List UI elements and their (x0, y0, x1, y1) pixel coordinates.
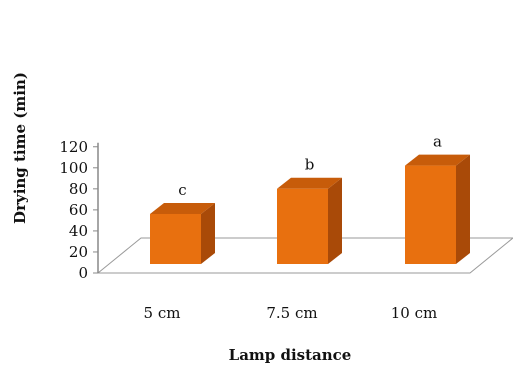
bar-letter-label: a (433, 133, 442, 151)
bar-letter-label: b (305, 156, 315, 174)
bar-top (150, 202, 215, 214)
y-tick-label: 40 (69, 222, 88, 240)
x-tick-label: 10 cm (391, 304, 437, 322)
y-tick-label: 80 (69, 180, 88, 198)
bar (277, 177, 342, 264)
bars (150, 154, 470, 264)
bar-labels: c b a (178, 133, 442, 199)
bar-side (201, 202, 215, 264)
bar-front (405, 165, 456, 264)
bar-side (456, 154, 470, 264)
y-tick-label: 60 (69, 201, 88, 219)
x-tick-labels: 5 cm 7.5 cm 10 cm (144, 304, 438, 322)
y-tick-label: 0 (78, 264, 88, 282)
bar (405, 154, 470, 264)
x-axis-title: Lamp distance (229, 346, 352, 364)
x-tick-label: 7.5 cm (266, 304, 317, 322)
bar-letter-label: c (178, 181, 186, 199)
bar-top (277, 177, 342, 189)
bar (150, 202, 215, 264)
x-tick-label: 5 cm (144, 304, 181, 322)
y-tick-labels: 0 20 40 60 80 100 120 (59, 138, 88, 282)
bar-front (277, 188, 328, 264)
bar-front (150, 213, 201, 264)
y-axis-title: Drying time (min) (11, 72, 29, 224)
y-axis (93, 142, 99, 274)
y-tick-label: 120 (59, 138, 88, 156)
y-tick-label: 20 (69, 243, 88, 261)
bar-side (328, 177, 342, 264)
y-tick-label: 100 (59, 159, 88, 177)
bar-top (405, 154, 470, 166)
